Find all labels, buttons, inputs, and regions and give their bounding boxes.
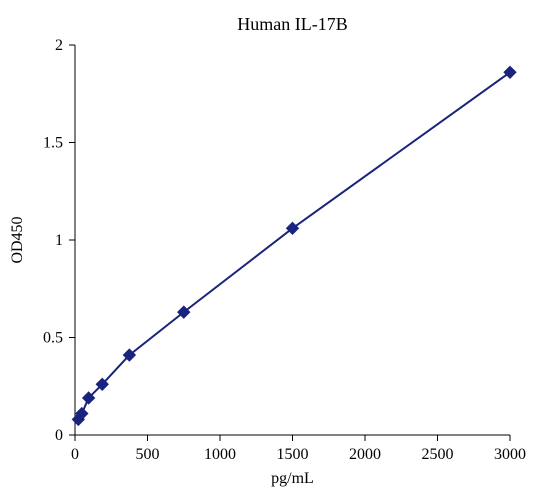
y-tick-label: 2: [55, 37, 63, 54]
x-tick-label: 1500: [277, 446, 309, 463]
y-tick-label: 1.5: [43, 135, 63, 152]
line-chart: Human IL-17B 0 500 1000 1500 2000 2500 3000 0 0.5…: [0, 0, 543, 503]
x-tick-label: 2500: [422, 446, 454, 463]
chart-container: Human IL-17B 0 500 1000 1500 2000 2500 3000 0 0.5…: [0, 0, 543, 503]
x-tick-label: 2000: [349, 446, 381, 463]
y-tick-label: 0.5: [43, 330, 63, 347]
x-axis-label: pg/mL: [271, 470, 314, 487]
chart-title: Human IL-17B: [237, 14, 347, 34]
y-tick-label: 0: [55, 427, 63, 444]
x-tick-label: 1000: [204, 446, 236, 463]
x-tick-label: 3000: [494, 446, 526, 463]
x-tick-label: 0: [71, 446, 79, 463]
x-tick-label: 500: [136, 446, 160, 463]
chart-background: [0, 0, 543, 503]
y-axis-label: OD450: [9, 216, 26, 263]
y-tick-label: 1: [55, 232, 63, 249]
